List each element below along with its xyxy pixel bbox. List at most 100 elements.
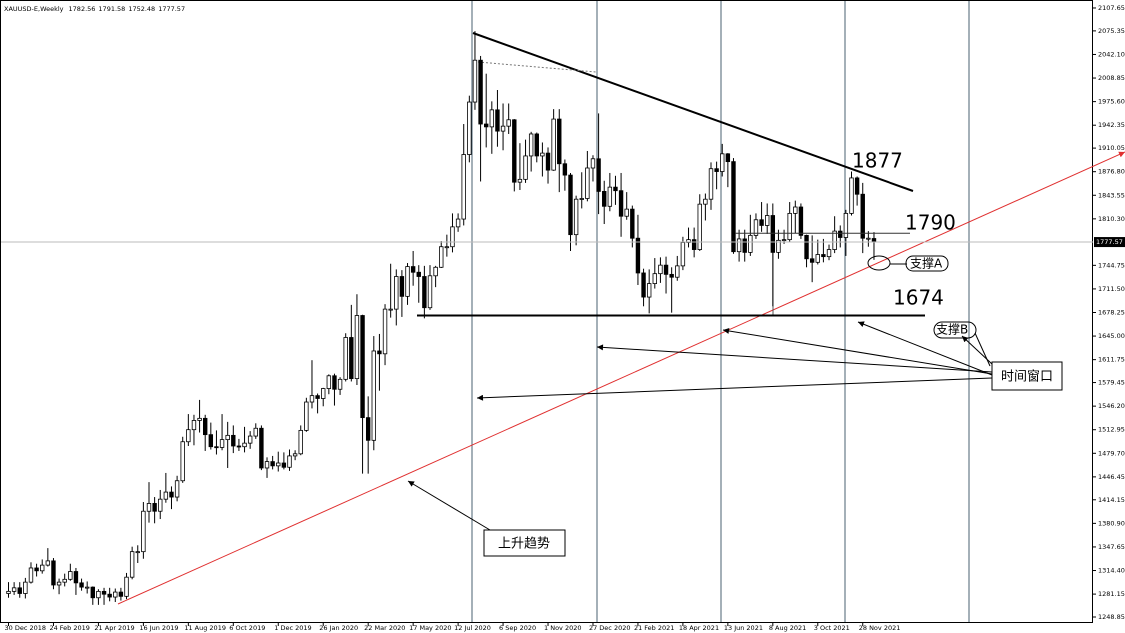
- candle-body: [90, 586, 95, 599]
- y-tick-label: 1876.80: [1098, 168, 1125, 176]
- candle-body: [489, 109, 495, 128]
- y-tick-label: 1975.60: [1098, 98, 1125, 106]
- candle-body: [270, 461, 275, 467]
- candle-body: [770, 215, 776, 253]
- symbol: XAUUSD-E,Weekly: [4, 5, 64, 13]
- candle-body: [545, 152, 551, 171]
- candle-body: [427, 275, 433, 309]
- candle-body: [663, 264, 669, 275]
- y-tick-label: 1843.55: [1098, 191, 1125, 199]
- x-tick-label: 6 Sep 2020: [499, 624, 536, 632]
- candle-body: [28, 567, 34, 583]
- candle-body: [287, 455, 292, 468]
- candle-body: [264, 461, 270, 469]
- candle-body: [219, 439, 225, 448]
- candle-body: [450, 226, 455, 248]
- candle-body: [826, 249, 832, 258]
- candle-body: [748, 234, 753, 253]
- candle-body: [197, 417, 202, 421]
- candle-body: [214, 446, 219, 449]
- candle-body: [321, 388, 326, 399]
- candle-body: [416, 271, 421, 277]
- candle-body: [585, 167, 590, 199]
- candle-body: [776, 239, 781, 253]
- candle-body: [382, 308, 388, 355]
- candle-body: [439, 246, 444, 268]
- candle-body: [433, 266, 438, 277]
- candle-body: [281, 462, 287, 468]
- candle-body: [242, 442, 247, 448]
- candle-body: [247, 435, 253, 444]
- candle-body: [163, 491, 169, 500]
- x-tick-label: 11 Aug 2019: [184, 624, 226, 632]
- candle-body: [113, 591, 118, 598]
- candle-body: [422, 276, 427, 309]
- candle-body: [292, 453, 298, 457]
- x-tick-label: 18 Apr 2021: [679, 624, 719, 632]
- candle-body: [107, 593, 112, 598]
- candle-body: [186, 429, 191, 443]
- candle-body: [354, 315, 360, 380]
- candle-body: [23, 581, 28, 594]
- candle-body: [714, 168, 719, 172]
- candle-body: [467, 101, 472, 155]
- candle-body: [736, 238, 742, 253]
- y-tick-label: 1479.70: [1098, 449, 1125, 457]
- candle-body: [506, 119, 511, 127]
- candle-body: [326, 375, 332, 389]
- support-a: 支撑A: [910, 256, 943, 271]
- candle-body: [512, 119, 517, 183]
- y-tick-label: 1611.75: [1098, 356, 1125, 364]
- x-tick-label: 8 Aug 2021: [769, 624, 807, 632]
- candle-body: [472, 59, 478, 103]
- candle-body: [365, 417, 371, 441]
- time-window-lines: [471, 1, 970, 622]
- candle-body: [377, 350, 382, 355]
- candle-body: [394, 276, 399, 310]
- level-label: 1877: [852, 149, 903, 173]
- candle-body: [51, 560, 56, 586]
- candle-body: [793, 206, 798, 214]
- x-tick-label: 21 Apr 2019: [94, 624, 134, 632]
- y-tick-label: 1810.30: [1098, 215, 1125, 223]
- y-tick-label: 1512.95: [1098, 426, 1125, 434]
- close: 1777.57: [158, 5, 185, 13]
- y-tick-label: 1546.20: [1098, 402, 1125, 410]
- candle-body: [635, 237, 641, 274]
- candle-body: [579, 198, 584, 200]
- candle-body: [602, 191, 607, 207]
- candle-body: [135, 551, 140, 554]
- candle-body: [309, 395, 315, 403]
- y-tick-label: 1248.85: [1098, 613, 1125, 621]
- y-tick-label: 1414.15: [1098, 496, 1125, 504]
- level-label: 1790: [905, 211, 956, 235]
- uptrend: 上升趋势: [498, 536, 550, 552]
- candle-body: [596, 158, 601, 192]
- candle-body: [124, 576, 129, 597]
- candle-body: [742, 238, 747, 253]
- candle-body: [236, 445, 242, 448]
- candle-body: [253, 427, 258, 437]
- candle-body: [118, 591, 124, 597]
- candle-body: [652, 273, 657, 284]
- candle-body: [34, 567, 39, 572]
- candle-body: [720, 153, 725, 172]
- candle-body: [191, 420, 197, 431]
- low: 1752.48: [128, 5, 155, 13]
- candle-body: [360, 315, 365, 419]
- x-tick-label: 17 May 2020: [409, 624, 451, 632]
- candle-body: [568, 174, 573, 236]
- x-tick-label: 13 Jun 2021: [724, 624, 763, 632]
- candle-body: [388, 308, 393, 311]
- candle-body: [613, 186, 618, 192]
- candle-body: [343, 337, 348, 380]
- candle-body: [534, 133, 539, 157]
- candle-body: [573, 198, 579, 236]
- candle-body: [753, 219, 759, 236]
- candle-body: [101, 590, 107, 595]
- y-tick-label: 1711.50: [1098, 285, 1125, 293]
- x-tick-label: 6 Oct 2019: [229, 624, 265, 632]
- candle-body: [68, 571, 73, 580]
- candle-body: [483, 123, 489, 128]
- candle-body: [298, 429, 303, 455]
